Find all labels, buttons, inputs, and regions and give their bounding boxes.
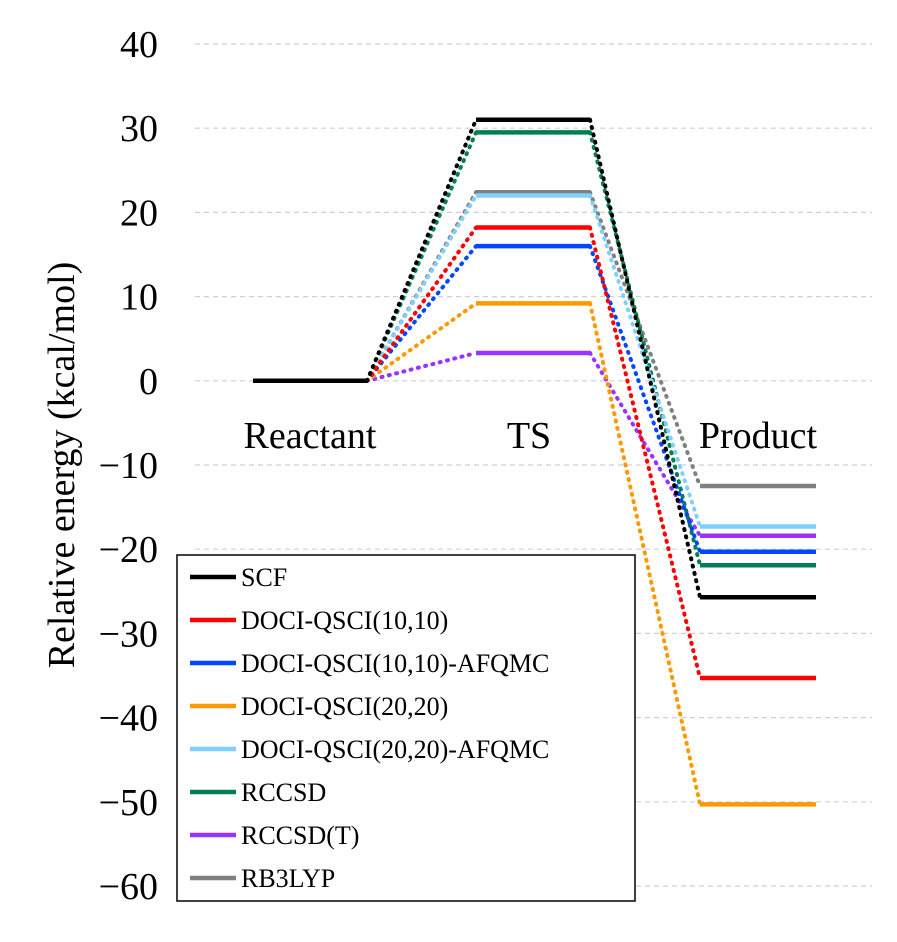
category-labels: Reactant TS Product — [244, 415, 818, 457]
y-tick-label: 40 — [120, 24, 158, 66]
legend: SCF DOCI-QSCI(10,10) DOCI-QSCI(10,10)-AFQM… — [176, 554, 636, 902]
y-tick-label: −40 — [99, 698, 158, 740]
connector-line — [365, 301, 478, 383]
connector-line — [588, 301, 702, 807]
category-label: Reactant — [244, 415, 377, 457]
y-tick-label: 30 — [120, 108, 158, 150]
legend-label: DOCI-QSCI(20,20)-AFQMC — [241, 735, 549, 764]
category-label: Product — [699, 415, 818, 457]
y-tick-label: 20 — [120, 192, 158, 234]
category-label: TS — [507, 415, 551, 457]
y-tick-label: −60 — [99, 866, 158, 908]
connector-line — [365, 193, 478, 383]
connector-line — [365, 244, 478, 383]
energy-levels — [253, 117, 816, 807]
legend-label: RCCSD(T) — [241, 821, 359, 850]
y-tick-label: 0 — [139, 361, 158, 403]
legend-label: DOCI-QSCI(10,10)-AFQMC — [241, 649, 549, 678]
connector-line — [588, 117, 702, 600]
connector-line — [588, 225, 702, 681]
connector-line — [365, 225, 478, 383]
y-tick-labels: 40 30 20 10 0 −10 −20 −30 −40 −50 −60 — [99, 24, 158, 908]
legend-box — [176, 554, 636, 902]
connector-line — [588, 190, 702, 489]
y-tick-label: −20 — [99, 529, 158, 571]
legend-label: DOCI-QSCI(20,20) — [241, 692, 448, 721]
legend-label: DOCI-QSCI(10,10) — [241, 606, 448, 635]
legend-label: RCCSD — [241, 778, 326, 807]
y-axis-label: Relative energy (kcal/mol) — [41, 262, 83, 669]
legend-label: SCF — [241, 563, 287, 592]
connector-line — [588, 130, 702, 568]
y-tick-label: 10 — [120, 277, 158, 319]
legend-label: RB3LYP — [241, 864, 335, 893]
connector-line — [588, 244, 702, 554]
y-tick-label: −10 — [99, 445, 158, 487]
connectors — [365, 117, 702, 807]
y-tick-label: −50 — [99, 782, 158, 824]
y-tick-label: −30 — [99, 613, 158, 655]
connector-line — [365, 117, 478, 383]
